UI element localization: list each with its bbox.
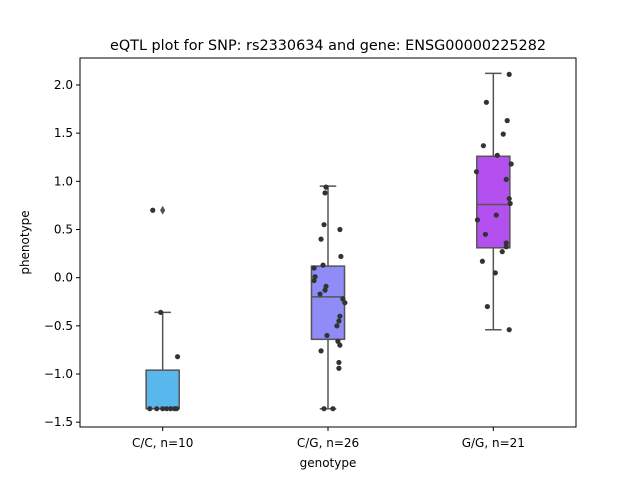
data-point: [317, 291, 323, 297]
data-point: [480, 143, 487, 149]
data-point: [483, 99, 489, 105]
data-point: [311, 265, 317, 271]
data-point: [503, 176, 509, 182]
data-point: [500, 131, 506, 137]
data-point: [336, 365, 342, 371]
data-point: [342, 300, 348, 306]
data-point: [506, 71, 512, 77]
data-point: [504, 118, 510, 124]
data-point: [499, 249, 505, 255]
y-tick-label: −1.5: [44, 415, 73, 429]
data-point: [335, 338, 341, 344]
data-point: [330, 406, 336, 412]
y-tick-label: 0.0: [54, 271, 73, 285]
data-point: [336, 318, 342, 324]
data-point: [158, 309, 164, 315]
data-point: [321, 406, 327, 412]
plot-area: −1.5 −1.0 −0.5 0.0 0.5 1.0 1.5 2.0 C/C, n=10 C/G,…: [44, 71, 525, 450]
data-point: [311, 277, 317, 284]
data-point: [479, 258, 486, 264]
outlier-marker: [159, 205, 166, 215]
data-point: [494, 152, 500, 158]
data-point: [323, 184, 329, 190]
data-point: [324, 332, 330, 339]
data-point: [503, 240, 509, 246]
y-tick-label: −1.0: [44, 367, 73, 381]
data-point: [147, 406, 153, 412]
data-point: [322, 287, 328, 293]
data-point: [508, 161, 514, 167]
data-point: [340, 296, 346, 302]
y-tick-label: 1.5: [54, 126, 73, 140]
x-tick-label: C/G, n=26: [297, 436, 359, 450]
box-iqr: [476, 155, 511, 249]
data-point: [322, 190, 328, 196]
data-point: [484, 303, 490, 310]
data-point: [337, 342, 343, 348]
data-point: [173, 406, 180, 412]
x-tick-label: C/C, n=10: [132, 436, 193, 450]
data-point: [154, 406, 160, 412]
y-axis-label: phenotype: [18, 210, 32, 274]
data-point: [493, 212, 499, 218]
data-point: [160, 406, 166, 412]
data-point: [337, 313, 343, 319]
y-tick-label: 2.0: [54, 78, 73, 92]
chart-title: eQTL plot for SNP: rs2330634 and gene: E…: [110, 38, 546, 54]
data-point: [506, 327, 512, 333]
data-point: [473, 169, 480, 175]
data-point: [334, 323, 340, 329]
x-axis-label: genotype: [300, 456, 357, 470]
data-point: [318, 236, 324, 242]
data-point: [482, 231, 488, 237]
plot-frame: [79, 57, 577, 428]
data-point: [336, 359, 342, 366]
box-iqr: [145, 369, 180, 410]
data-point: [474, 217, 481, 223]
data-point: [174, 354, 181, 360]
data-point: [168, 406, 174, 412]
data-point: [492, 270, 498, 276]
y-tick-label: 1.0: [54, 174, 73, 188]
data-point: [321, 222, 327, 228]
x-tick-label: G/G, n=21: [462, 436, 525, 450]
y-tick-label: −0.5: [44, 319, 73, 333]
data-point: [338, 253, 344, 260]
data-point: [337, 226, 343, 233]
data-point: [318, 348, 324, 354]
data-point: [503, 244, 509, 250]
data-point: [164, 406, 170, 412]
y-tick-label: 0.5: [54, 222, 73, 236]
data-point: [507, 200, 513, 207]
data-point: [506, 196, 512, 202]
data-point: [150, 207, 156, 213]
data-point: [320, 262, 326, 268]
